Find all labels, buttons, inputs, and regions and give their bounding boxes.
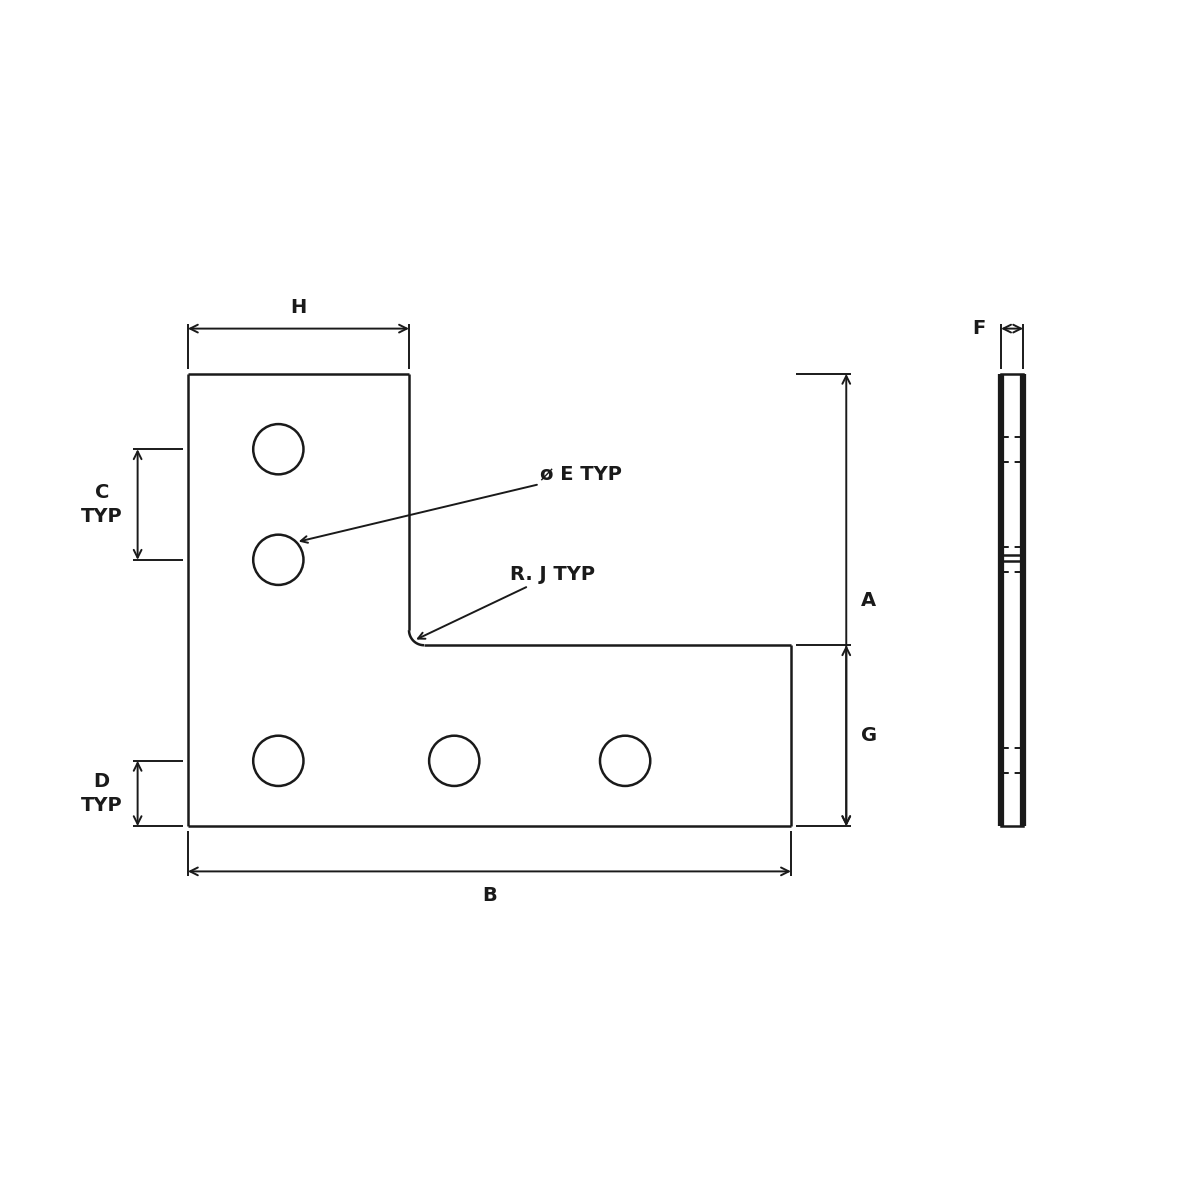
Text: A: A [862, 590, 876, 610]
Text: C
TYP: C TYP [80, 484, 122, 526]
Text: H: H [290, 298, 306, 317]
Text: ø E TYP: ø E TYP [301, 464, 622, 542]
Text: F: F [973, 319, 986, 338]
Text: R. J TYP: R. J TYP [418, 565, 594, 638]
Text: G: G [862, 726, 877, 745]
Text: B: B [482, 887, 497, 906]
Text: D
TYP: D TYP [80, 773, 122, 815]
